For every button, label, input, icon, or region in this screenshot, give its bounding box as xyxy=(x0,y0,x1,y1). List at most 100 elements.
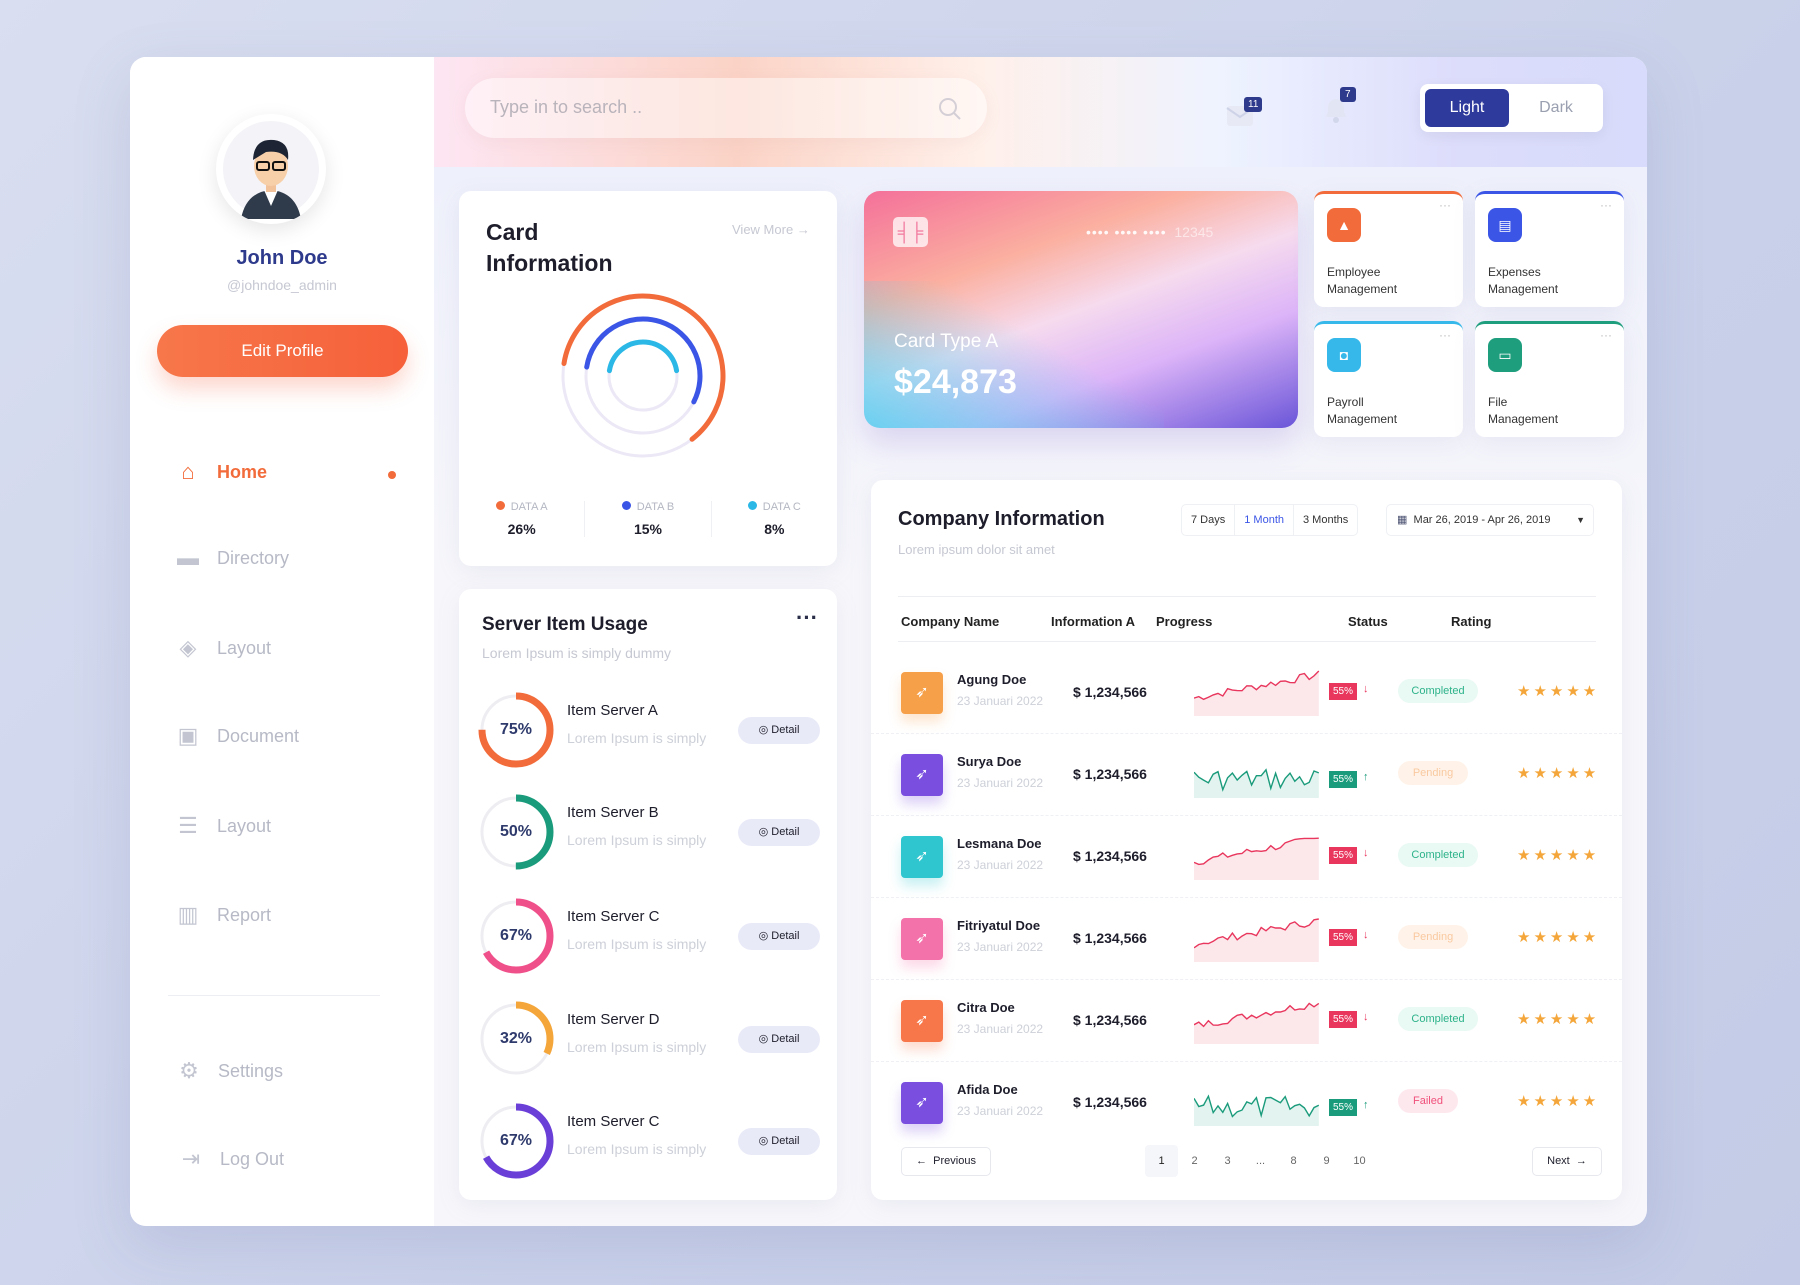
status-badge: Completed xyxy=(1398,679,1478,703)
table-row[interactable]: ➶ Agung Doe 23 Januari 2022 $ 1,234,566 55% ↓… xyxy=(871,652,1622,734)
avatar[interactable] xyxy=(216,114,326,224)
sidebar-item-settings[interactable]: ⚙ Settings xyxy=(176,1059,283,1083)
layers-icon: ◈ xyxy=(179,635,197,660)
detail-button[interactable]: ◎ Detail xyxy=(738,717,820,744)
more-options-icon[interactable]: ··· xyxy=(796,605,818,630)
theme-light-button[interactable]: Light xyxy=(1425,89,1509,127)
detail-button[interactable]: ◎ Detail xyxy=(738,819,820,846)
column-header[interactable]: Information A xyxy=(1051,614,1136,629)
arrow-left-icon: ← xyxy=(916,1155,928,1167)
rocket-icon: ➶ xyxy=(915,766,929,783)
card-gradient xyxy=(864,281,1164,428)
legend-text: DATA B xyxy=(636,501,675,513)
tile-payroll-management[interactable]: ◘ ··· Payroll Management xyxy=(1314,321,1463,437)
usage-percent: 50% xyxy=(499,823,533,840)
progress-badge: 55% xyxy=(1329,847,1358,864)
mail-button[interactable]: 11 xyxy=(1226,97,1266,129)
view-more-label: View More xyxy=(732,222,794,237)
table-row[interactable]: ➶ Fitriyatul Doe 23 Januari 2022 $ 1,234,56… xyxy=(871,898,1622,980)
table-row[interactable]: ➶ Citra Doe 23 Januari 2022 $ 1,234,566 55% ↓… xyxy=(871,980,1622,1062)
view-more-link[interactable]: View More → xyxy=(732,222,810,237)
server-title: Server Item Usage xyxy=(482,614,648,635)
table-row[interactable]: ➶ Surya Doe 23 Januari 2022 $ 1,234,566 55% ↑… xyxy=(871,734,1622,816)
detail-button[interactable]: ◎ Detail xyxy=(738,1128,820,1155)
tile-expenses-management[interactable]: ▤ ··· Expenses Management xyxy=(1475,191,1624,307)
page-1[interactable]: 1 xyxy=(1145,1145,1178,1177)
column-header[interactable]: Status xyxy=(1348,614,1388,629)
detail-label: Detail xyxy=(771,1033,800,1045)
page-8[interactable]: 8 xyxy=(1290,1155,1297,1167)
title-line: Card xyxy=(486,219,539,245)
table-row[interactable]: ➶ Afida Doe 23 Januari 2022 $ 1,234,566 55% ↑… xyxy=(871,1062,1622,1144)
bag-icon: ◘ xyxy=(1327,338,1361,372)
notification-button[interactable]: 7 xyxy=(1324,87,1364,127)
tile-label: File Management xyxy=(1488,394,1558,428)
information-value: $ 1,234,566 xyxy=(1073,1012,1147,1028)
theme-dark-button[interactable]: Dark xyxy=(1539,99,1573,116)
legend-text: DATA A xyxy=(510,501,548,513)
page-3[interactable]: 3 xyxy=(1224,1155,1231,1167)
page-10[interactable]: 10 xyxy=(1353,1155,1366,1167)
tile-label-line: Employee xyxy=(1327,265,1381,279)
column-header[interactable]: Progress xyxy=(1156,614,1213,629)
column-header[interactable]: Company Name xyxy=(901,614,1000,629)
usage-donut xyxy=(478,692,554,768)
sidebar-item-layout[interactable]: ☰ Layout xyxy=(175,814,271,838)
bell-badge: 7 xyxy=(1340,87,1356,102)
rocket-icon: ➶ xyxy=(915,684,929,701)
eye-icon: ◎ xyxy=(758,826,772,838)
more-options-icon[interactable]: ··· xyxy=(1600,328,1612,342)
card-amount: $24,873 xyxy=(894,363,1017,401)
detail-label: Detail xyxy=(771,930,800,942)
sidebar-item-logout[interactable]: ⇥ Log Out xyxy=(178,1147,284,1171)
sparkline-line xyxy=(1194,1094,1320,1119)
page-2[interactable]: 2 xyxy=(1191,1155,1198,1167)
sidebar-item-document[interactable]: ▣ Document xyxy=(175,724,299,748)
range-7-days[interactable]: 7 Days xyxy=(1191,514,1226,526)
credit-card[interactable]: ╡╞ •••• •••• •••• 12345 Card Type A $24,… xyxy=(864,191,1298,428)
column-header[interactable]: Rating xyxy=(1451,614,1492,629)
rocket-icon: ➶ xyxy=(915,848,929,865)
page-9[interactable]: 9 xyxy=(1323,1155,1330,1167)
legend-item: DATA A 26% xyxy=(459,501,584,537)
sidebar-item-report[interactable]: ▥ Report xyxy=(175,903,271,927)
status-badge: Pending xyxy=(1398,761,1468,785)
search-icon[interactable] xyxy=(938,97,962,121)
progress-badge: 55% xyxy=(1329,683,1358,700)
progress-sparkline xyxy=(1194,1094,1320,1126)
sparkline-area xyxy=(1194,919,1319,962)
bar-chart-icon: ▥ xyxy=(177,902,199,927)
range-1-month[interactable]: 1 Month xyxy=(1234,505,1293,535)
more-options-icon[interactable]: ··· xyxy=(1439,198,1451,212)
search-input[interactable]: Type in to search .. xyxy=(465,78,987,138)
table-row[interactable]: ➶ Lesmana Doe 23 Januari 2022 $ 1,234,566 55… xyxy=(871,816,1622,898)
card-chip-icon: ╡╞ xyxy=(893,217,928,247)
sidebar-item-directory[interactable]: ▬ Directory xyxy=(175,546,289,570)
sidebar-item-home[interactable]: ⌂ Home xyxy=(175,460,267,484)
usage-donut xyxy=(478,1001,554,1077)
previous-button[interactable]: ← Previous xyxy=(901,1147,991,1176)
sparkline-area xyxy=(1194,838,1319,880)
legend-item: DATA B 15% xyxy=(584,501,710,537)
legend-item: DATA C 8% xyxy=(710,501,837,537)
progress-badge: 55% xyxy=(1329,929,1358,946)
more-options-icon[interactable]: ··· xyxy=(1439,328,1451,342)
previous-label: Previous xyxy=(933,1155,976,1167)
sparkline-line xyxy=(1194,670,1320,701)
usage-arc xyxy=(478,692,554,768)
information-value: $ 1,234,566 xyxy=(1073,766,1147,782)
edit-profile-button[interactable]: Edit Profile xyxy=(157,325,408,377)
detail-button[interactable]: ◎ Detail xyxy=(738,923,820,950)
detail-button[interactable]: ◎ Detail xyxy=(738,1026,820,1053)
date-range-picker[interactable]: ▦ Mar 26, 2019 - Apr 26, 2019 ▼ xyxy=(1386,504,1594,536)
more-options-icon[interactable]: ··· xyxy=(1600,198,1612,212)
card-information-panel: Card Information View More → DATA A 26% DAT… xyxy=(459,191,837,566)
tile-employee-management[interactable]: ▲ ··· Employee Management xyxy=(1314,191,1463,307)
progress-sparkline xyxy=(1194,837,1319,880)
tile-file-management[interactable]: ▭ ··· File Management xyxy=(1475,321,1624,437)
sidebar-item-label: Document xyxy=(217,725,300,746)
sidebar-item-layout[interactable]: ◈ Layout xyxy=(175,635,272,660)
range-3-months[interactable]: 3 Months xyxy=(1293,505,1357,535)
usage-donut xyxy=(478,794,554,870)
next-button[interactable]: Next → xyxy=(1532,1147,1602,1176)
